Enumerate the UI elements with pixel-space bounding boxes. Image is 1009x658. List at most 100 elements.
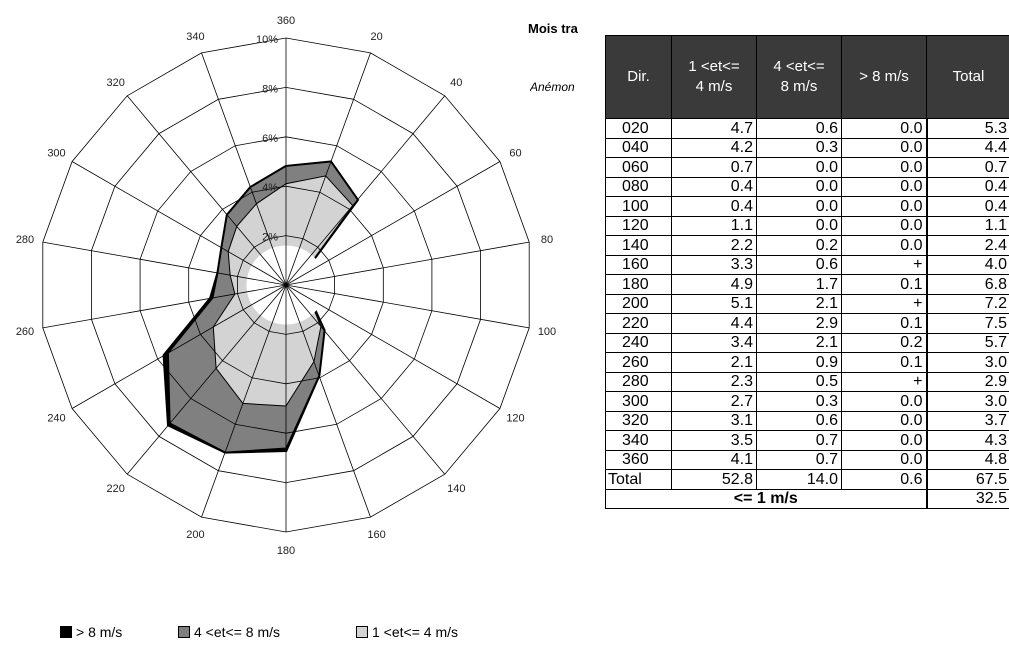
legend-label-low: 1 <et<= 4 m/s xyxy=(372,624,458,640)
table-row: 100 0.4 0.0 0.0 0.4 xyxy=(605,196,1009,217)
cell-total: 7.5 xyxy=(926,313,1009,334)
grid-spoke xyxy=(126,95,287,286)
cell-speed-over-8: + xyxy=(841,371,928,392)
header-dir: Dir. xyxy=(605,35,672,119)
cell-speed-over-8: 0.0 xyxy=(841,157,928,178)
calm-label: <= 1 m/s xyxy=(605,488,928,509)
grid-spoke xyxy=(285,284,501,409)
cell-dir: 260 xyxy=(605,352,672,373)
cell-dir: 020 xyxy=(605,118,672,139)
cell-speed-4-8: 0.6 xyxy=(756,118,842,139)
grid-spoke xyxy=(201,284,287,518)
legend-item-high: > 8 m/s xyxy=(60,624,122,640)
table-calm-row: <= 1 m/s 32.5 xyxy=(605,488,1009,509)
legend-swatch-low xyxy=(356,626,368,638)
cell-speed-1-4: 1.1 xyxy=(671,215,757,236)
cell-speed-1-4: 3.3 xyxy=(671,254,757,275)
direction-label: 280 xyxy=(16,234,34,246)
cell-dir: 100 xyxy=(605,196,672,217)
cell-speed-1-4: 4.1 xyxy=(671,449,757,470)
table-row: 020 4.7 0.6 0.0 5.3 xyxy=(605,118,1009,139)
direction-label: 160 xyxy=(367,529,385,541)
direction-label: 320 xyxy=(107,77,125,89)
cell-dir: 220 xyxy=(605,313,672,334)
cell-dir: 160 xyxy=(605,254,672,275)
cell-speed-over-8: + xyxy=(841,254,928,275)
direction-label: 180 xyxy=(277,545,295,557)
table-row: 260 2.1 0.9 0.1 3.0 xyxy=(605,352,1009,373)
cell-dir: 340 xyxy=(605,430,672,451)
direction-label: 260 xyxy=(16,326,34,338)
table-row: 240 3.4 2.1 0.2 5.7 xyxy=(605,332,1009,353)
cell-speed-over-8: + xyxy=(841,293,928,314)
cell-dir: 360 xyxy=(605,449,672,470)
total-label: Total xyxy=(605,469,672,490)
cell-speed-1-4: 4.9 xyxy=(671,274,757,295)
cell-total: 0.4 xyxy=(926,196,1009,217)
cell-speed-over-8: 0.0 xyxy=(841,430,928,451)
grid-spoke xyxy=(285,284,530,329)
cell-total: 4.8 xyxy=(926,449,1009,470)
chart-legend: > 8 m/s 4 <et<= 8 m/s 1 <et<= 4 m/s xyxy=(0,624,520,650)
cell-dir: 240 xyxy=(605,332,672,353)
table-header-row: Dir. 1 <et<= 4 m/s 4 <et<= 8 m/s > 8 m/s T… xyxy=(605,35,1009,119)
cell-total: 4.4 xyxy=(926,137,1009,158)
header-speed-4-8-line2: 8 m/s xyxy=(780,78,818,95)
cell-speed-over-8: 0.2 xyxy=(841,332,928,353)
cell-speed-1-4: 2.1 xyxy=(671,352,757,373)
cell-speed-1-4: 4.7 xyxy=(671,118,757,139)
cell-speed-over-8: 0.0 xyxy=(841,196,928,217)
table-row: 040 4.2 0.3 0.0 4.4 xyxy=(605,137,1009,158)
ring-label: 10% xyxy=(256,34,278,46)
table-body: 020 4.7 0.6 0.0 5.3 040 4.2 0.3 0.0 4.4 060 0.7 0.0 0… xyxy=(605,118,1009,509)
grid-spoke xyxy=(285,284,446,475)
direction-label: 340 xyxy=(186,31,204,43)
cell-total: 3.7 xyxy=(926,410,1009,431)
cell-speed-4-8: 14.0 xyxy=(756,469,842,490)
cell-speed-4-8: 0.3 xyxy=(756,391,842,412)
chart-side-title: Mois tra xyxy=(528,21,578,36)
cell-speed-over-8: 0.1 xyxy=(841,313,928,334)
legend-swatch-mid xyxy=(178,626,190,638)
direction-label: 40 xyxy=(450,77,462,89)
direction-label: 200 xyxy=(186,529,204,541)
table-row: 080 0.4 0.0 0.0 0.4 xyxy=(605,176,1009,197)
cell-speed-4-8: 0.7 xyxy=(756,430,842,451)
cell-speed-4-8: 0.6 xyxy=(756,254,842,275)
wind-rose-chart: 2% 4% 6% 8% 10% 360 20 40 60 80 100 120 140 160 180 200… xyxy=(16,15,556,557)
table-row: 340 3.5 0.7 0.0 4.3 xyxy=(605,430,1009,451)
cell-total: 0.4 xyxy=(926,176,1009,197)
grid-spoke xyxy=(285,241,530,286)
cell-speed-1-4: 3.5 xyxy=(671,430,757,451)
direction-label: 360 xyxy=(277,15,295,27)
header-speed-4-8: 4 <et<= 8 m/s xyxy=(756,35,842,119)
calm-total: 32.5 xyxy=(926,488,1009,509)
grid-spoke xyxy=(126,284,287,475)
cell-total: 1.1 xyxy=(926,215,1009,236)
cell-speed-4-8: 0.0 xyxy=(756,196,842,217)
cell-total: 0.7 xyxy=(926,157,1009,178)
direction-label: 20 xyxy=(370,31,382,43)
table-row: 120 1.1 0.0 0.0 1.1 xyxy=(605,215,1009,236)
table-row: 360 4.1 0.7 0.0 4.8 xyxy=(605,449,1009,470)
cell-dir: 060 xyxy=(605,157,672,178)
table-row: 320 3.1 0.6 0.0 3.7 xyxy=(605,410,1009,431)
cell-speed-over-8: 0.0 xyxy=(841,449,928,470)
cell-speed-4-8: 0.7 xyxy=(756,449,842,470)
cell-speed-over-8: 0.0 xyxy=(841,118,928,139)
cell-total: 2.9 xyxy=(926,371,1009,392)
table-row: 060 0.7 0.0 0.0 0.7 xyxy=(605,157,1009,178)
cell-speed-over-8: 0.6 xyxy=(841,469,928,490)
cell-speed-1-4: 52.8 xyxy=(671,469,757,490)
cell-speed-4-8: 0.9 xyxy=(756,352,842,373)
cell-speed-4-8: 2.1 xyxy=(756,332,842,353)
table-row: 160 3.3 0.6 +4.0 xyxy=(605,254,1009,275)
direction-label: 80 xyxy=(541,234,553,246)
cell-speed-over-8: 0.0 xyxy=(841,215,928,236)
table-row: 220 4.4 2.9 0.1 7.5 xyxy=(605,313,1009,334)
legend-swatch-high xyxy=(60,626,72,638)
header-speed-1-4: 1 <et<= 4 m/s xyxy=(671,35,757,119)
cell-speed-over-8: 0.1 xyxy=(841,352,928,373)
cell-speed-4-8: 0.0 xyxy=(756,215,842,236)
cell-speed-1-4: 2.2 xyxy=(671,235,757,256)
